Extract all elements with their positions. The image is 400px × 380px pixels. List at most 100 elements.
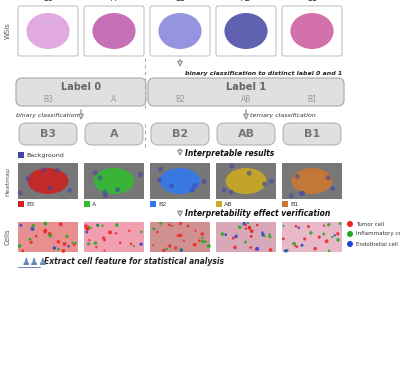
Text: B1: B1	[290, 201, 298, 206]
Circle shape	[178, 234, 182, 237]
Ellipse shape	[28, 168, 68, 194]
Circle shape	[327, 223, 330, 226]
Circle shape	[284, 249, 287, 253]
Circle shape	[250, 235, 253, 238]
Circle shape	[62, 249, 65, 253]
Ellipse shape	[224, 13, 268, 49]
Ellipse shape	[292, 168, 332, 194]
Circle shape	[336, 238, 340, 242]
Text: Interpretable results: Interpretable results	[185, 149, 274, 157]
FancyBboxPatch shape	[151, 123, 209, 145]
Circle shape	[18, 191, 23, 196]
Ellipse shape	[26, 13, 70, 49]
Circle shape	[313, 247, 317, 250]
Bar	[84, 222, 144, 252]
Circle shape	[21, 249, 24, 252]
Circle shape	[32, 224, 35, 227]
Circle shape	[347, 221, 353, 227]
Ellipse shape	[290, 13, 334, 49]
Circle shape	[180, 248, 183, 251]
Circle shape	[255, 248, 257, 251]
Circle shape	[289, 193, 294, 198]
Circle shape	[88, 239, 90, 241]
Circle shape	[101, 225, 104, 227]
Circle shape	[87, 242, 90, 245]
Circle shape	[84, 224, 88, 228]
Circle shape	[200, 232, 204, 236]
Circle shape	[339, 222, 342, 225]
Circle shape	[108, 230, 112, 234]
Circle shape	[48, 234, 52, 238]
Ellipse shape	[160, 168, 200, 194]
FancyBboxPatch shape	[84, 6, 144, 56]
Text: binary classification: binary classification	[16, 112, 79, 117]
FancyBboxPatch shape	[85, 123, 143, 145]
Circle shape	[198, 239, 201, 242]
Bar	[18, 163, 78, 199]
Ellipse shape	[94, 168, 134, 194]
Circle shape	[30, 227, 34, 231]
Text: Background: Background	[26, 152, 64, 157]
Circle shape	[261, 231, 264, 234]
Circle shape	[307, 225, 310, 228]
Circle shape	[103, 239, 106, 241]
Circle shape	[68, 188, 72, 193]
Circle shape	[331, 236, 334, 238]
Circle shape	[19, 224, 22, 227]
Circle shape	[103, 190, 108, 195]
Text: AB: AB	[224, 201, 232, 206]
Text: AB: AB	[238, 129, 254, 139]
Text: WSIs: WSIs	[5, 22, 11, 40]
Circle shape	[232, 237, 235, 239]
Circle shape	[48, 185, 53, 191]
Circle shape	[330, 186, 335, 191]
Circle shape	[168, 223, 171, 226]
Circle shape	[247, 222, 249, 224]
Circle shape	[57, 248, 60, 250]
Circle shape	[72, 243, 75, 246]
Circle shape	[140, 242, 143, 246]
Circle shape	[328, 249, 330, 252]
Circle shape	[130, 242, 132, 245]
Circle shape	[115, 187, 120, 192]
Text: B3: B3	[43, 95, 53, 103]
Bar	[216, 222, 276, 252]
Circle shape	[294, 225, 297, 228]
Circle shape	[255, 247, 259, 251]
Circle shape	[18, 245, 21, 248]
Text: B2: B2	[175, 95, 185, 103]
Circle shape	[65, 235, 68, 238]
Circle shape	[165, 247, 168, 250]
FancyBboxPatch shape	[283, 123, 341, 145]
Text: Label 0: Label 0	[61, 82, 101, 92]
Text: AB: AB	[241, 95, 251, 103]
Circle shape	[96, 224, 99, 227]
Circle shape	[158, 167, 163, 172]
Circle shape	[28, 238, 32, 241]
Circle shape	[169, 184, 174, 188]
Circle shape	[74, 242, 77, 244]
FancyBboxPatch shape	[216, 6, 276, 56]
Circle shape	[295, 174, 300, 179]
Circle shape	[85, 227, 89, 231]
Text: B1: B1	[307, 95, 317, 103]
Bar	[216, 163, 276, 199]
Text: binary classification to distinct label 0 and 1: binary classification to distinct label …	[185, 71, 342, 76]
Text: Interpretability effect verification: Interpretability effect verification	[185, 209, 330, 218]
Circle shape	[248, 226, 251, 230]
Bar	[282, 222, 342, 252]
Circle shape	[194, 230, 196, 232]
FancyBboxPatch shape	[18, 6, 78, 56]
Circle shape	[103, 193, 108, 198]
Circle shape	[95, 246, 98, 248]
Text: A: A	[111, 0, 117, 3]
Circle shape	[132, 245, 135, 247]
Circle shape	[238, 225, 242, 229]
Circle shape	[44, 230, 47, 234]
Text: B2: B2	[175, 0, 185, 3]
Circle shape	[85, 231, 88, 234]
Circle shape	[268, 233, 270, 236]
Text: ternary classification: ternary classification	[250, 112, 316, 117]
Circle shape	[336, 232, 340, 236]
Circle shape	[94, 241, 97, 245]
